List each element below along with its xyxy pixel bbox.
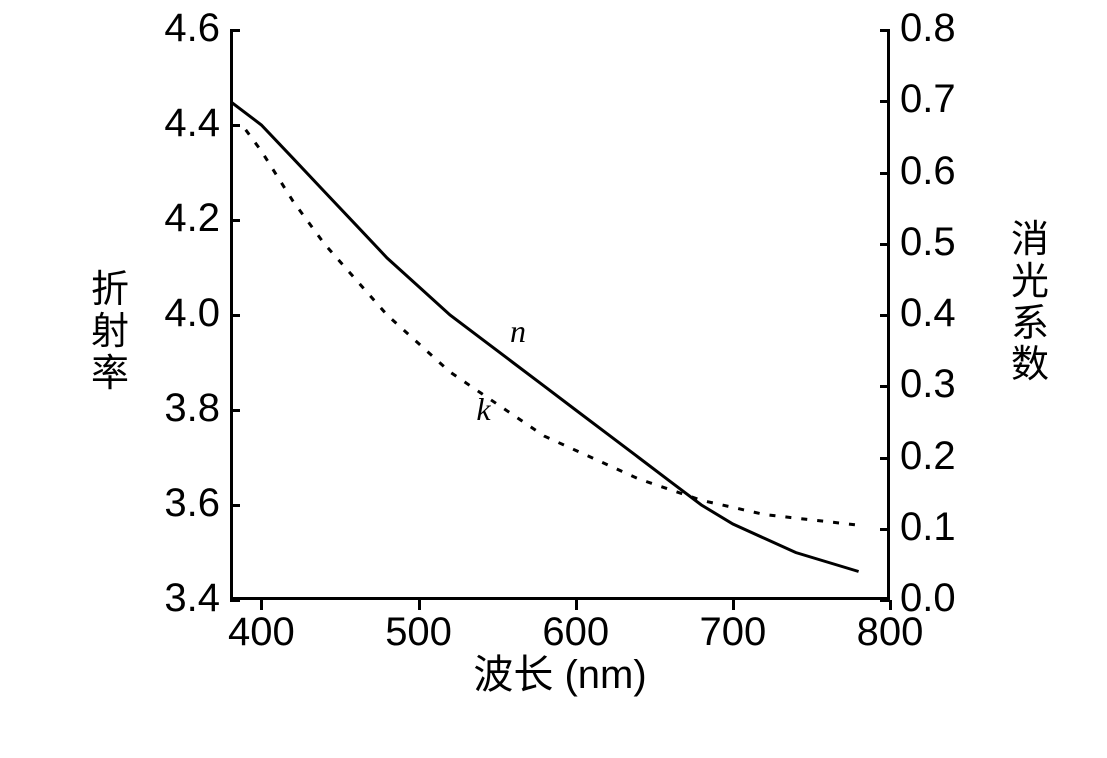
y-left-tick-label: 4.4: [150, 101, 220, 146]
x-tick-label: 700: [693, 610, 773, 655]
y-right-tick-label: 0.3: [900, 362, 970, 407]
y-right-tick-label: 0.8: [900, 6, 970, 51]
y-right-tick-mark: [880, 243, 890, 246]
y-left-tick-label: 4.6: [150, 6, 220, 51]
series-n-label: n: [510, 313, 526, 350]
y-left-tick-label: 4.2: [150, 196, 220, 241]
x-tick-label: 800: [850, 610, 930, 655]
y-right-tick-mark: [880, 528, 890, 531]
y-right-tick-mark: [880, 314, 890, 317]
y-left-tick-mark: [230, 599, 240, 602]
x-tick-mark: [732, 600, 735, 610]
y-right-tick-label: 0.4: [900, 291, 970, 336]
x-tick-mark: [260, 600, 263, 610]
y-right-tick-label: 0.7: [900, 77, 970, 122]
x-tick-label: 600: [536, 610, 616, 655]
y-right-tick-label: 0.5: [900, 220, 970, 265]
x-tick-label: 400: [221, 610, 301, 655]
y-right-tick-label: 0.1: [900, 505, 970, 550]
x-tick-mark: [418, 600, 421, 610]
y-right-tick-label: 0.6: [900, 149, 970, 194]
y-left-tick-mark: [230, 314, 240, 317]
y-left-tick-label: 4.0: [150, 291, 220, 336]
y-left-tick-mark: [230, 409, 240, 412]
y-left-tick-mark: [230, 504, 240, 507]
series-k-label: k: [476, 391, 490, 428]
y-left-tick-label: 3.8: [150, 386, 220, 431]
series-n-line: [230, 101, 859, 571]
y-axis-right-label: 消光系数: [1000, 220, 1060, 387]
y-right-tick-mark: [880, 457, 890, 460]
y-left-tick-mark: [230, 29, 240, 32]
x-tick-label: 500: [379, 610, 459, 655]
y-left-tick-label: 3.6: [150, 481, 220, 526]
y-right-tick-mark: [880, 385, 890, 388]
series-k-line: [246, 130, 859, 525]
chart-curves: [230, 30, 890, 600]
y-left-tick-mark: [230, 219, 240, 222]
x-tick-mark: [575, 600, 578, 610]
y-left-tick-label: 3.4: [150, 576, 220, 621]
y-right-tick-mark: [880, 100, 890, 103]
y-right-tick-label: 0.2: [900, 434, 970, 479]
chart-container: 折射率 消光系数 波长 (nm) 3.43.63.84.04.24.44.6 0…: [80, 20, 1040, 720]
y-left-tick-mark: [230, 124, 240, 127]
y-right-tick-mark: [880, 172, 890, 175]
x-tick-mark: [889, 600, 892, 610]
y-axis-left-label: 折射率: [80, 270, 140, 395]
y-right-tick-mark: [880, 29, 890, 32]
